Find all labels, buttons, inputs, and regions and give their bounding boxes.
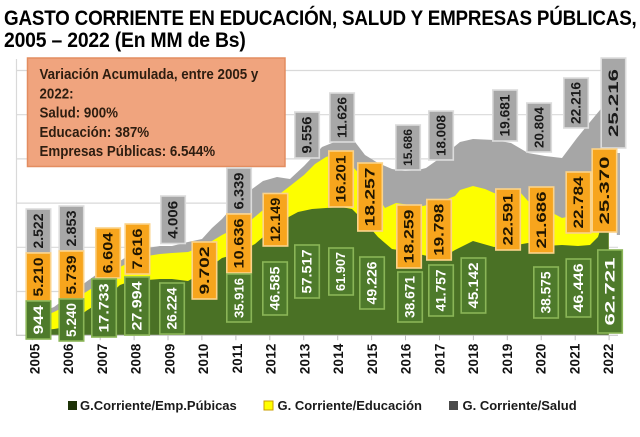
svg-text:17.733: 17.733 xyxy=(97,283,112,333)
svg-text:9.702: 9.702 xyxy=(197,246,212,295)
svg-text:18.259: 18.259 xyxy=(402,209,417,264)
svg-text:2005: 2005 xyxy=(28,343,43,374)
svg-text:22.784: 22.784 xyxy=(571,176,586,229)
svg-text:2007: 2007 xyxy=(95,344,110,375)
svg-text:38.575: 38.575 xyxy=(539,271,554,313)
svg-text:G. Corriente/Educación: G. Corriente/Educación xyxy=(278,398,423,413)
svg-text:G.Corriente/Emp.Púbicas: G.Corriente/Emp.Púbicas xyxy=(80,398,237,413)
svg-text:2008: 2008 xyxy=(129,343,144,374)
svg-text:GASTO CORRIENTE EN EDUCACIÓN,: GASTO CORRIENTE EN EDUCACIÓN, SALUD Y EM… xyxy=(4,5,637,31)
svg-text:15.686: 15.686 xyxy=(401,129,415,166)
svg-text:19.798: 19.798 xyxy=(432,203,447,256)
svg-text:62.721: 62.721 xyxy=(603,257,618,326)
svg-text:18.008: 18.008 xyxy=(434,115,449,156)
svg-text:2022: 2022 xyxy=(601,344,616,375)
svg-text:26.224: 26.224 xyxy=(165,287,180,329)
svg-text:2.522: 2.522 xyxy=(31,213,46,248)
svg-text:2020: 2020 xyxy=(534,344,549,375)
svg-text:22.591: 22.591 xyxy=(501,193,516,246)
svg-text:46.446: 46.446 xyxy=(571,263,586,313)
svg-text:25.216: 25.216 xyxy=(606,68,621,137)
svg-text:2016: 2016 xyxy=(399,344,414,375)
svg-text:16.201: 16.201 xyxy=(334,155,349,202)
svg-text:4.006: 4.006 xyxy=(166,200,181,238)
svg-text:2012: 2012 xyxy=(264,344,279,375)
svg-text:2009: 2009 xyxy=(163,344,178,375)
svg-text:2014: 2014 xyxy=(331,343,346,374)
svg-text:2017: 2017 xyxy=(432,344,447,375)
svg-text:Empresas Públicas: 6.544%: Empresas Públicas: 6.544% xyxy=(39,142,215,159)
svg-text:2005 – 2022 (En MM de Bs): 2005 – 2022 (En MM de Bs) xyxy=(4,28,246,52)
svg-text:2015: 2015 xyxy=(365,343,380,374)
svg-text:2006: 2006 xyxy=(61,344,76,375)
svg-text:944: 944 xyxy=(31,305,46,335)
svg-text:41.757: 41.757 xyxy=(434,270,449,312)
svg-text:22.216: 22.216 xyxy=(569,82,584,124)
svg-text:21.686: 21.686 xyxy=(534,191,549,249)
svg-text:19.681: 19.681 xyxy=(498,94,513,136)
svg-text:27.994: 27.994 xyxy=(130,281,145,331)
svg-text:6.339: 6.339 xyxy=(232,172,247,209)
svg-text:38.671: 38.671 xyxy=(403,276,418,318)
svg-text:5.739: 5.739 xyxy=(64,255,79,294)
svg-text:9.556: 9.556 xyxy=(300,116,315,153)
svg-text:12.149: 12.149 xyxy=(268,197,283,241)
svg-text:2010: 2010 xyxy=(196,344,211,375)
svg-text:6.604: 6.604 xyxy=(101,232,116,274)
svg-text:Salud: 900%: Salud: 900% xyxy=(39,104,118,121)
svg-text:2019: 2019 xyxy=(500,344,515,375)
svg-text:45.142: 45.142 xyxy=(466,262,481,308)
svg-text:2021: 2021 xyxy=(567,343,582,374)
svg-text:35.916: 35.916 xyxy=(232,278,247,318)
svg-text:2013: 2013 xyxy=(297,344,312,375)
svg-text:10.636: 10.636 xyxy=(232,218,247,269)
svg-text:20.804: 20.804 xyxy=(532,106,547,148)
svg-text:2022:: 2022: xyxy=(39,85,73,102)
svg-text:49.226: 49.226 xyxy=(365,261,380,304)
svg-text:57.517: 57.517 xyxy=(300,250,315,294)
svg-text:7.616: 7.616 xyxy=(130,228,145,270)
svg-text:G. Corriente/Salud: G. Corriente/Salud xyxy=(463,398,577,413)
svg-text:2018: 2018 xyxy=(466,343,481,374)
svg-text:2011: 2011 xyxy=(230,343,245,373)
svg-text:5.210: 5.210 xyxy=(31,258,46,297)
svg-text:25.370: 25.370 xyxy=(597,157,612,225)
svg-text:Variación Acumulada, entre 200: Variación Acumulada, entre 2005 y xyxy=(39,66,258,83)
svg-text:2.853: 2.853 xyxy=(64,210,79,246)
svg-text:5.240: 5.240 xyxy=(64,303,79,337)
svg-text:Educación: 387%: Educación: 387% xyxy=(39,123,149,140)
svg-text:18.257: 18.257 xyxy=(363,168,378,227)
svg-text:46.585: 46.585 xyxy=(268,266,283,310)
svg-text:61.907: 61.907 xyxy=(334,252,348,291)
svg-text:11.626: 11.626 xyxy=(335,97,350,138)
